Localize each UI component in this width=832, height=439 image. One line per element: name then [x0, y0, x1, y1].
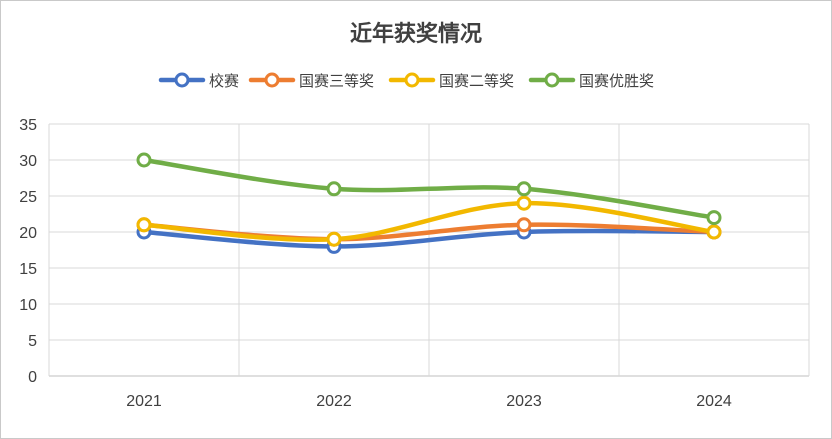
x-tick-label: 2022: [316, 393, 352, 410]
series-line: [141, 228, 717, 249]
data-point: [706, 210, 722, 226]
data-point: [516, 217, 532, 233]
x-tick-label: 2023: [506, 393, 542, 410]
data-point: [516, 195, 532, 211]
legend-label: 国赛三等奖: [299, 72, 374, 90]
legend: 校赛 国赛三等奖 国赛二等奖 国赛优胜奖: [158, 72, 654, 90]
y-tick-label: 25: [19, 189, 37, 206]
series-3: [136, 152, 722, 226]
gridlines: [48, 123, 810, 377]
legend-marker: [404, 72, 420, 88]
legend-item: 国赛三等奖: [248, 72, 374, 90]
legend-marker: [544, 72, 560, 88]
legend-marker: [264, 72, 280, 88]
x-tick-label: 2024: [696, 393, 732, 410]
x-tick-label: 2021: [126, 393, 162, 410]
y-tick-label: 5: [28, 333, 37, 350]
legend-marker: [174, 72, 190, 88]
legend-label: 国赛二等奖: [439, 72, 514, 90]
series-line: [141, 157, 717, 220]
y-tick-label: 30: [19, 153, 37, 170]
legend-label: 国赛优胜奖: [579, 72, 654, 90]
data-point: [326, 181, 342, 197]
series-line: [141, 200, 717, 242]
y-tick-label: 15: [19, 261, 37, 278]
chart-title: 近年获奖情况: [350, 21, 482, 47]
y-tick-label: 20: [19, 225, 37, 242]
data-point: [516, 181, 532, 197]
y-tick-label: 35: [19, 117, 37, 134]
y-tick-label: 0: [28, 369, 37, 386]
y-tick-label: 10: [19, 297, 37, 314]
legend-item: 国赛二等奖: [388, 72, 514, 90]
data-point: [326, 231, 342, 247]
legend-item: 国赛优胜奖: [528, 72, 654, 90]
series-2: [136, 195, 722, 247]
data-point: [136, 152, 152, 168]
legend-label: 校赛: [209, 72, 239, 90]
legend-item: 校赛: [158, 72, 239, 90]
data-point: [136, 217, 152, 233]
y-axis: 0 5 10 15 20 25 30 35: [19, 117, 37, 386]
x-axis: 2021 2022 2023 2024: [126, 393, 732, 410]
data-point: [706, 224, 722, 240]
series-group: [136, 152, 722, 254]
